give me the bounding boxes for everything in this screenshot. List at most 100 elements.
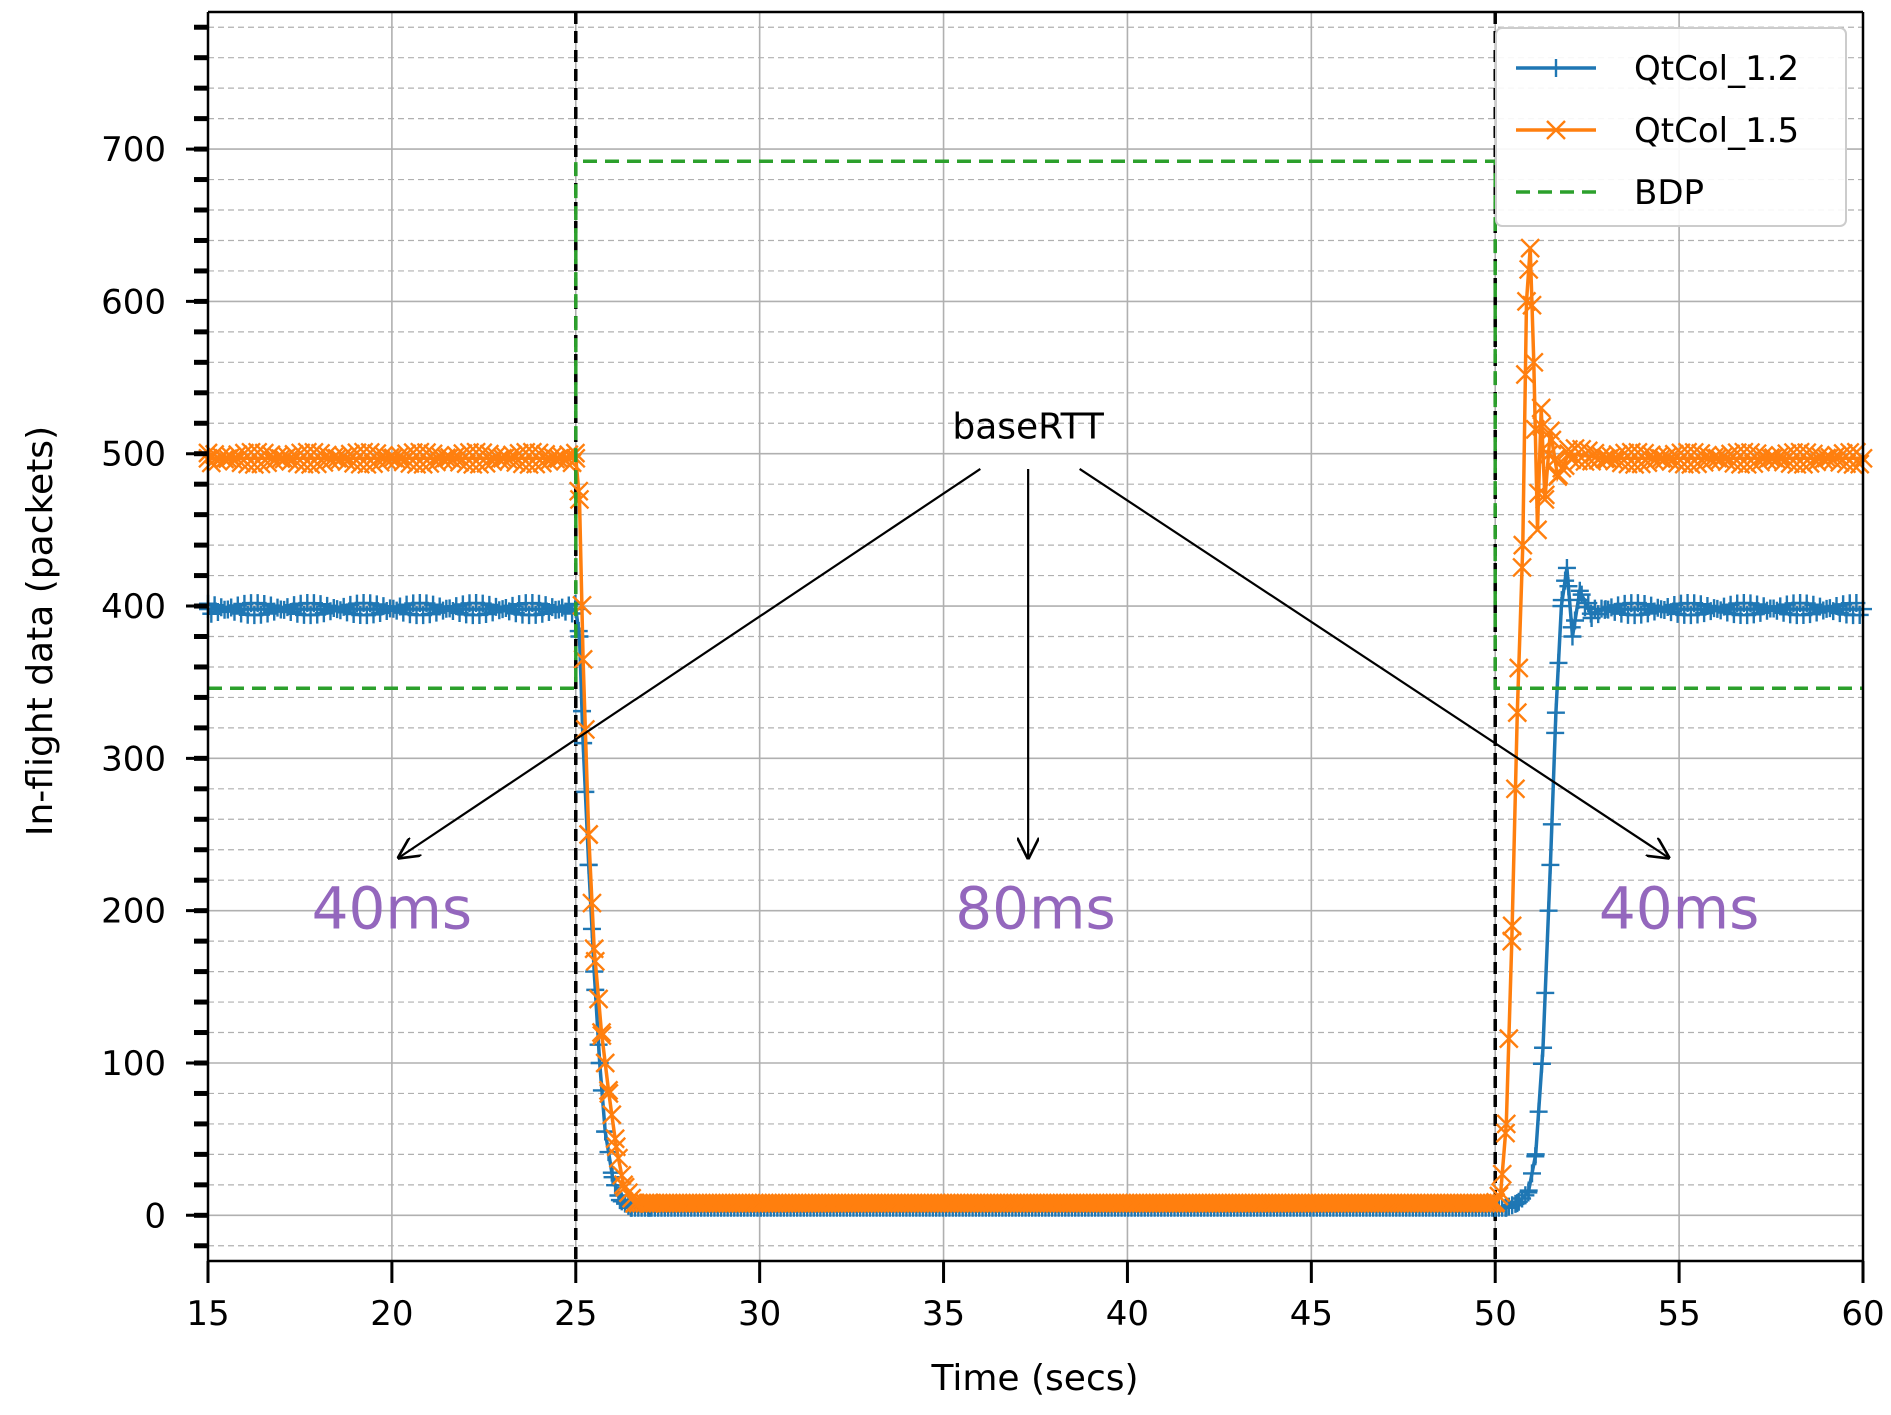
- y-tick-label: 600: [101, 282, 166, 322]
- data-point: [1546, 120, 1566, 140]
- data-point: [1540, 421, 1561, 441]
- annotations: baseRTT 40ms 80ms 40ms: [312, 406, 1760, 942]
- data-point: [1657, 446, 1678, 467]
- axes: 0 100 200 300 400 500 600 700 15 20 25 30 35 40 45 50 55…: [101, 10, 1885, 1334]
- data-point: [1535, 489, 1555, 510]
- data-point: [605, 1128, 625, 1149]
- data-point: [1750, 452, 1771, 472]
- legend: QtCol_1.2 QtCol_1.5 BDP: [1495, 27, 1847, 227]
- data-point: [1770, 445, 1791, 466]
- data-point: [1571, 439, 1592, 460]
- data-point: [1535, 484, 1556, 505]
- data-point: [1585, 443, 1605, 464]
- data-point: [1523, 352, 1544, 373]
- y-tick-label: 300: [101, 739, 166, 779]
- x-tick-label: 20: [370, 1294, 413, 1334]
- data-point: [584, 938, 605, 959]
- legend-box: [1495, 27, 1847, 227]
- data-point: [588, 989, 609, 1009]
- data-point: [574, 734, 593, 753]
- x-tick-label: 15: [186, 1294, 229, 1334]
- legend-label: QtCol_1.5: [1634, 111, 1799, 151]
- x-tick-label: 40: [1106, 1294, 1149, 1334]
- data-point: [333, 446, 354, 466]
- data-point: [1566, 611, 1585, 630]
- data-point: [576, 782, 595, 801]
- data-point: [1485, 1193, 1506, 1213]
- data-point: [606, 1136, 627, 1157]
- data-point: [1527, 520, 1548, 540]
- data-point: [1539, 901, 1558, 920]
- data-point: [1534, 1038, 1553, 1057]
- data-point: [1541, 855, 1560, 874]
- data-point: [592, 1025, 612, 1046]
- data-point: [613, 1174, 634, 1195]
- data-point: [596, 1122, 615, 1141]
- data-point: [1532, 1054, 1551, 1073]
- data-point: [598, 1080, 619, 1101]
- data-point: [1522, 295, 1542, 316]
- y-tick-label: 100: [101, 1044, 166, 1084]
- data-point: [595, 1053, 616, 1073]
- data-point: [1542, 815, 1561, 834]
- data-point: [1515, 364, 1536, 385]
- y-axis-label: In-flight data (packets): [20, 426, 61, 836]
- data-point: [1536, 983, 1555, 1002]
- x-tick-label: 60: [1841, 1294, 1884, 1334]
- data-point: [499, 450, 520, 471]
- legend-entry: QtCol_1.5: [1516, 111, 1799, 151]
- data-point: [1563, 627, 1582, 646]
- data-point: [1547, 59, 1565, 77]
- series-line: [208, 159, 1863, 691]
- data-point: [1508, 658, 1529, 678]
- data-point: [1502, 916, 1522, 936]
- data-point: [1520, 238, 1541, 258]
- data-point: [1516, 291, 1537, 312]
- data-point: [1495, 1123, 1516, 1143]
- legend-entry: BDP: [1516, 173, 1704, 213]
- data-point: [1490, 1182, 1511, 1203]
- legend-label: QtCol_1.2: [1634, 49, 1799, 89]
- data-point: [601, 1104, 622, 1125]
- legend-label: BDP: [1634, 173, 1704, 213]
- y-tick-label: 400: [101, 587, 166, 627]
- data-point: [390, 445, 410, 466]
- data-point: [575, 719, 596, 740]
- data-point: [1496, 1114, 1517, 1134]
- data-point: [582, 893, 602, 913]
- data-point: [224, 451, 245, 471]
- data-point: [624, 1193, 645, 1213]
- data-point: [1501, 931, 1522, 951]
- data-point: [1526, 1145, 1545, 1164]
- data-point: [1557, 558, 1576, 577]
- series-QtCol_1.5: [198, 238, 1873, 1213]
- rtt-value-label: 40ms: [312, 875, 473, 943]
- data-point: [563, 604, 582, 623]
- data-point: [639, 1193, 660, 1213]
- data-point: [1505, 778, 1526, 799]
- annotation-arrow: [399, 468, 981, 857]
- x-tick-label: 25: [554, 1294, 597, 1334]
- data-point: [1529, 1102, 1548, 1121]
- rtt-value-label: 80ms: [955, 875, 1116, 943]
- data-point: [1823, 450, 1844, 471]
- data-point: [573, 702, 592, 721]
- series-BDP: [208, 159, 1863, 691]
- y-tick-label: 200: [101, 892, 166, 932]
- data-point: [1507, 702, 1528, 723]
- legend-entry: QtCol_1.2: [1516, 49, 1799, 89]
- data-point: [1843, 454, 1863, 475]
- data-point: [370, 452, 390, 473]
- data-point: [1545, 449, 1566, 470]
- data-point: [1492, 1164, 1513, 1185]
- data-point: [1546, 723, 1565, 742]
- data-point: [1518, 259, 1539, 280]
- data-point: [569, 489, 590, 510]
- x-tick-label: 45: [1290, 1294, 1333, 1334]
- data-point: [570, 627, 589, 646]
- data-point: [1498, 1028, 1519, 1049]
- data-point: [1546, 703, 1565, 722]
- data-point: [1849, 454, 1870, 474]
